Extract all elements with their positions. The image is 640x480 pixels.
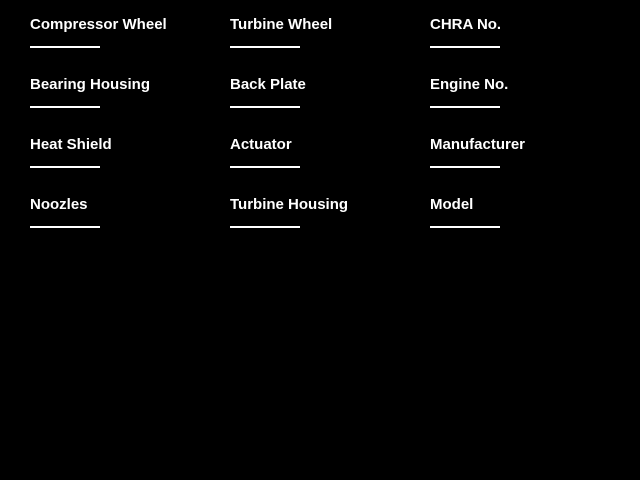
field-label: Bearing Housing [30,76,151,93]
field-turbine-housing: Turbine Housing [230,196,420,248]
field-value-blank[interactable] [430,166,500,168]
field-actuator: Actuator [230,136,420,188]
field-label: Back Plate [230,76,306,93]
field-bearing-housing: Bearing Housing [30,76,220,128]
field-value-blank[interactable] [230,166,300,168]
field-value-blank[interactable] [30,226,100,228]
field-back-plate: Back Plate [230,76,420,128]
field-value-blank[interactable] [30,46,100,48]
field-label: Compressor Wheel [30,16,167,33]
field-manufacturer: Manufacturer [430,136,620,188]
field-label: Model [430,196,474,213]
field-heat-shield: Heat Shield [30,136,220,188]
field-label: CHRA No. [430,16,502,33]
field-label: Turbine Housing [230,196,349,213]
field-label: Engine No. [430,76,509,93]
field-value-blank[interactable] [30,166,100,168]
field-label: Manufacturer [430,136,526,153]
field-chra-no: CHRA No. [430,16,620,68]
field-compressor-wheel: Compressor Wheel [30,16,220,68]
field-value-blank[interactable] [30,106,100,108]
field-noozles: Noozles [30,196,220,248]
field-value-blank[interactable] [430,226,500,228]
field-engine-no: Engine No. [430,76,620,128]
field-value-blank[interactable] [230,46,300,48]
field-value-blank[interactable] [230,226,300,228]
field-value-blank[interactable] [230,106,300,108]
field-label: Noozles [30,196,88,213]
field-value-blank[interactable] [430,106,500,108]
field-model: Model [430,196,620,248]
field-label: Heat Shield [30,136,112,153]
field-value-blank[interactable] [430,46,500,48]
field-label: Actuator [230,136,292,153]
field-label: Turbine Wheel [230,16,333,33]
field-turbine-wheel: Turbine Wheel [230,16,420,68]
